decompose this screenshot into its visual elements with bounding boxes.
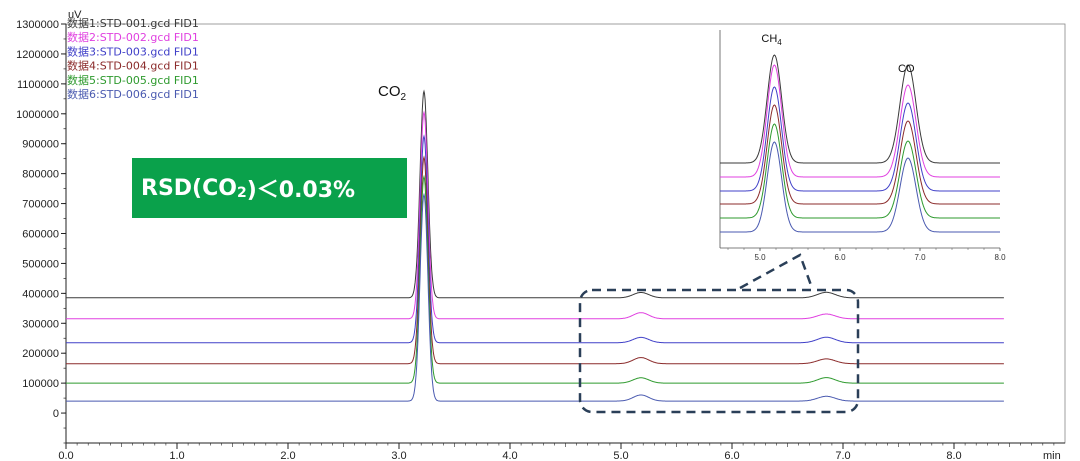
inset-peak-label: CH4 bbox=[761, 33, 782, 47]
x-tick-label: 2.0 bbox=[280, 450, 295, 461]
inset-series-line bbox=[720, 86, 1000, 192]
legend-entry: 数据4:STD-004.gcd FID1 bbox=[67, 59, 199, 73]
zoom-region-box bbox=[578, 288, 860, 414]
legend-entry: 数据1:STD-001.gcd FID1 bbox=[67, 16, 199, 30]
x-axis-unit: min bbox=[1043, 450, 1061, 461]
chromatogram-traces bbox=[66, 89, 1004, 402]
peak-label-co2: CO2 bbox=[378, 83, 407, 103]
y-tick-label: 500000 bbox=[22, 258, 59, 270]
inset-series-line bbox=[720, 141, 1000, 233]
plot-frame bbox=[65, 23, 1066, 444]
legend-entry: 数据3:STD-003.gcd FID1 bbox=[67, 44, 199, 58]
series-line bbox=[66, 174, 1004, 384]
y-tick-label: 900000 bbox=[22, 139, 59, 151]
inset-peak-label: CO bbox=[898, 63, 915, 75]
x-tick-label: 6.0 bbox=[724, 450, 739, 461]
x-tick-label: 3.0 bbox=[391, 450, 406, 461]
y-tick-label: 600000 bbox=[22, 229, 59, 241]
peak-labels: CO2 bbox=[378, 83, 407, 103]
y-tick-label: 400000 bbox=[22, 288, 59, 300]
zoom-pointer bbox=[739, 253, 814, 290]
x-tick-label: 5.0 bbox=[613, 450, 628, 461]
series-line bbox=[66, 134, 1004, 344]
plot-axes: 0 100000 200000 300000 400000 500000 600000 700… bbox=[16, 9, 1066, 461]
y-axis-unit: uV bbox=[68, 9, 82, 21]
y-tick-label: 200000 bbox=[22, 348, 59, 360]
y-tick-label: 1200000 bbox=[16, 49, 59, 61]
series-line bbox=[66, 89, 1004, 299]
series-line bbox=[66, 192, 1004, 402]
y-tick-label: 0 bbox=[53, 408, 59, 420]
inset-x-tick-label: 7.0 bbox=[914, 253, 926, 262]
y-tick-label: 700000 bbox=[22, 199, 59, 211]
legend-entry: 数据6:STD-006.gcd FID1 bbox=[67, 87, 199, 101]
zoom-callout bbox=[578, 253, 860, 414]
x-tick-label: 4.0 bbox=[502, 450, 517, 461]
series-line bbox=[66, 155, 1004, 365]
inset-x-tick-label: 8.0 bbox=[994, 253, 1006, 262]
y-tick-label: 1000000 bbox=[16, 109, 59, 121]
y-tick-label: 800000 bbox=[22, 169, 59, 181]
y-tick-label: 1100000 bbox=[17, 79, 59, 91]
inset-x-tick-label: 6.0 bbox=[834, 253, 846, 262]
y-tick-label: 1300000 bbox=[16, 19, 59, 31]
x-tick-label: 8.0 bbox=[946, 450, 961, 461]
inset-series-line bbox=[720, 54, 1000, 164]
x-tick-label: 7.0 bbox=[835, 450, 850, 461]
inset-series-line bbox=[720, 64, 1000, 178]
rsd-annotation: RSD(CO 2)＜0.03% bbox=[132, 158, 407, 218]
series-line bbox=[66, 110, 1004, 320]
inset-series-line bbox=[720, 104, 1000, 205]
y-tick-label: 300000 bbox=[22, 318, 59, 330]
y-tick-label: 100000 bbox=[22, 378, 59, 390]
legend-entry: 数据5:STD-005.gcd FID1 bbox=[67, 73, 199, 87]
inset-x-tick-label: 5.0 bbox=[754, 253, 766, 262]
x-tick-label: 0.0 bbox=[58, 450, 73, 461]
inset-series-line bbox=[720, 123, 1000, 219]
x-tick-label: 1.0 bbox=[169, 450, 184, 461]
legend-entry: 数据2:STD-002.gcd FID1 bbox=[67, 30, 199, 44]
inset-chart: 5.0 6.0 7.0 8.0 CH4 CO bbox=[719, 30, 1006, 262]
